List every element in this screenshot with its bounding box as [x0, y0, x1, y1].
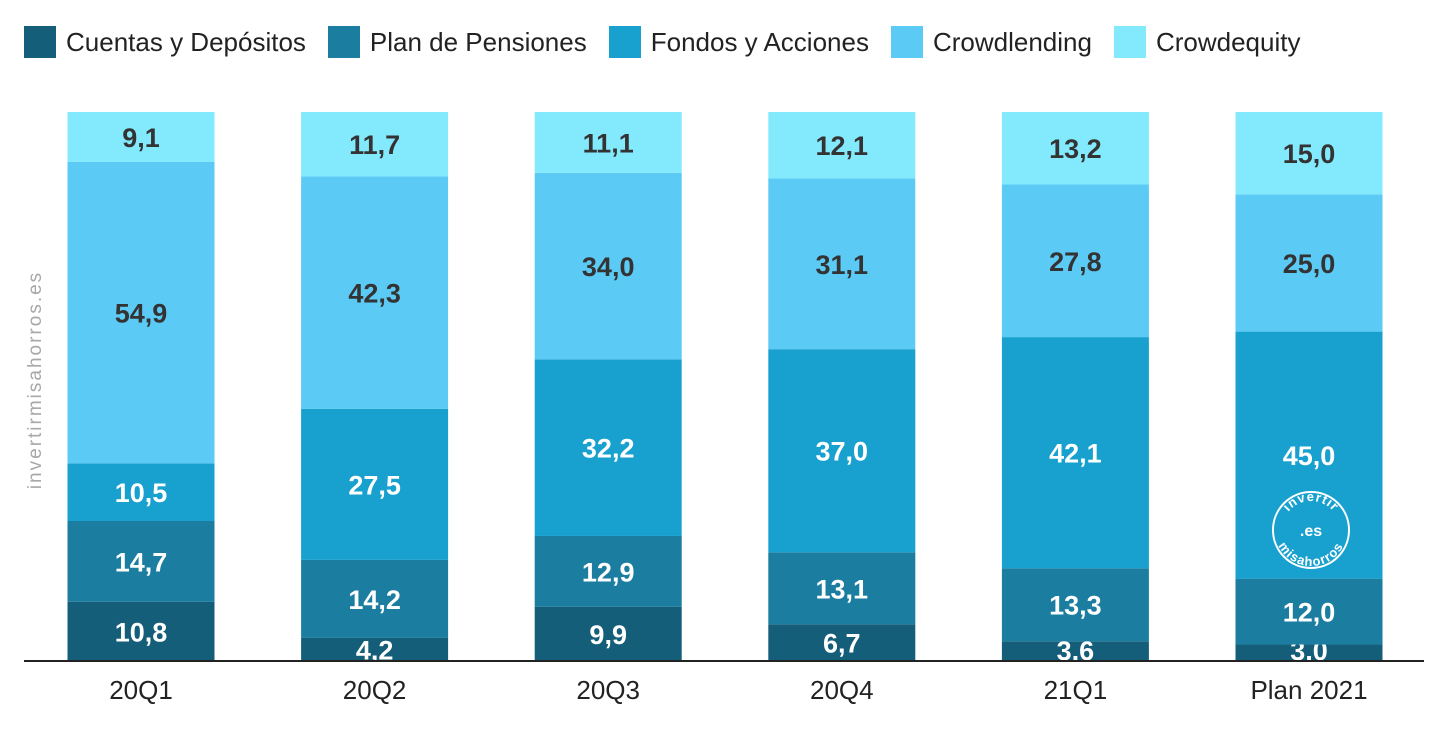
bar-segment — [301, 559, 449, 638]
bar-segment — [67, 161, 215, 464]
data-label: 11,1 — [583, 128, 634, 158]
data-label: 27,5 — [348, 470, 401, 500]
bar-segment — [1001, 184, 1149, 338]
x-tick-label: Plan 2021 — [1250, 675, 1367, 705]
data-label: 34,0 — [582, 252, 635, 282]
data-label: 15,0 — [1283, 139, 1336, 169]
data-label: 10,5 — [115, 478, 168, 508]
data-label: 54,9 — [115, 299, 168, 329]
bar-segment — [1235, 194, 1383, 332]
bar-segment — [1001, 337, 1149, 569]
bar-segment — [1235, 578, 1383, 645]
data-label: 45,0 — [1283, 441, 1336, 471]
data-label: 13,2 — [1049, 134, 1102, 164]
bar-segment — [768, 112, 916, 179]
bar-segment — [1001, 568, 1149, 642]
x-tick-label: 20Q4 — [810, 675, 874, 705]
data-label: 9,9 — [589, 620, 627, 650]
legend-item: Fondos y Acciones — [608, 26, 869, 58]
x-tick-label: 21Q1 — [1044, 675, 1108, 705]
legend-swatch — [890, 26, 923, 58]
legend-swatch — [1113, 26, 1146, 58]
bar-segment — [67, 521, 215, 602]
bar-segment — [67, 601, 215, 661]
bar-segment — [301, 112, 449, 177]
bar-segment — [67, 463, 215, 522]
bar-segment — [301, 408, 449, 560]
data-label: 14,2 — [348, 585, 401, 615]
data-label: 6,7 — [823, 629, 861, 659]
bar-segment — [534, 359, 682, 536]
data-label: 32,2 — [582, 434, 635, 464]
bar-segment — [1235, 112, 1383, 195]
x-tick-label: 20Q3 — [576, 675, 640, 705]
bar-segment — [534, 172, 682, 360]
bar-segment — [768, 552, 916, 625]
data-label: 27,8 — [1049, 247, 1102, 277]
bar-segment — [301, 637, 449, 661]
bar-segment — [1235, 644, 1383, 661]
bar-segment — [768, 624, 916, 661]
data-label: 9,1 — [122, 123, 160, 153]
legend-item: Crowdequity — [1113, 26, 1301, 58]
bar-segment — [301, 176, 449, 409]
data-label: 31,1 — [816, 250, 869, 280]
legend-swatch — [24, 26, 56, 58]
legend-item: Plan de Pensiones — [327, 26, 587, 58]
legend: Cuentas y Depósitos Plan de Pensiones Fond… — [24, 24, 1322, 60]
bar-segment — [534, 606, 682, 661]
data-label: 10,8 — [115, 617, 168, 647]
data-label: 12,1 — [816, 131, 869, 161]
data-label: 13,1 — [816, 574, 869, 604]
bar-segment — [768, 178, 916, 350]
legend-label: Fondos y Acciones — [650, 26, 869, 57]
legend-label: Plan de Pensiones — [369, 26, 587, 57]
watermark-text: invertirmisahorros.es — [25, 270, 46, 490]
data-label: 42,1 — [1049, 439, 1102, 469]
data-label: 25,0 — [1283, 249, 1336, 279]
bar-segment — [534, 112, 682, 173]
legend-item: Cuentas y Depósitos — [24, 26, 306, 58]
bar-segment — [534, 535, 682, 607]
data-label: 12,9 — [582, 557, 635, 587]
data-label: 11,7 — [349, 130, 400, 160]
bar-segment — [1235, 331, 1383, 579]
svg-text:.es: .es — [1300, 523, 1322, 540]
bar-segment — [1001, 112, 1149, 185]
bar-segment — [768, 349, 916, 553]
legend-label: Cuentas y Depósitos — [66, 26, 306, 57]
x-tick-label: 20Q1 — [109, 675, 173, 705]
legend-swatch — [608, 26, 641, 58]
data-label: 14,7 — [115, 547, 168, 577]
x-tick-label: 20Q2 — [343, 675, 407, 705]
bar-segment — [67, 112, 215, 162]
bar-segment — [1001, 641, 1149, 661]
legend-label: Crowdequity — [1155, 26, 1301, 57]
legend-swatch — [327, 26, 360, 58]
legend-item: Crowdlending — [890, 26, 1092, 58]
data-label: 12,0 — [1283, 598, 1336, 628]
data-label: 37,0 — [816, 437, 869, 467]
legend-label: Crowdlending — [932, 26, 1092, 57]
data-label: 42,3 — [348, 279, 401, 309]
data-label: 13,3 — [1049, 591, 1102, 621]
